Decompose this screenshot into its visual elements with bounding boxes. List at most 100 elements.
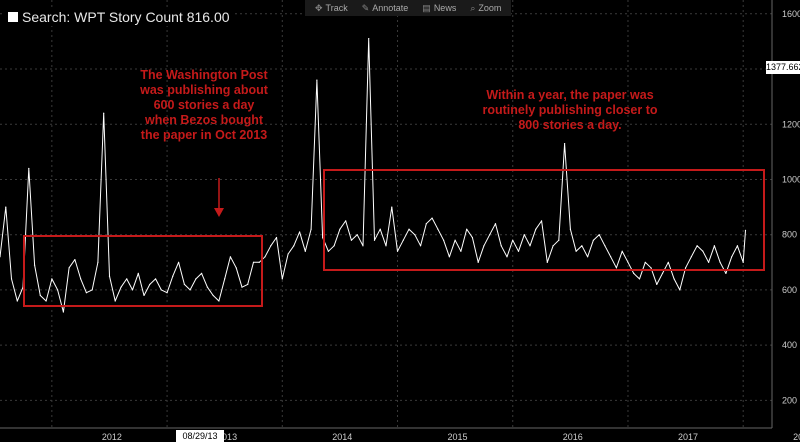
data-point bbox=[275, 236, 278, 239]
annotation-right: Within a year, the paper was routinely p… bbox=[450, 88, 690, 133]
annotate-button[interactable]: ✎ Annotate bbox=[362, 1, 409, 15]
data-point bbox=[206, 286, 209, 288]
data-point bbox=[661, 272, 664, 274]
x-tick-label: 2014 bbox=[332, 432, 352, 442]
annotation-boxes bbox=[23, 169, 765, 307]
data-point bbox=[298, 231, 301, 233]
data-point bbox=[598, 234, 600, 236]
data-point bbox=[166, 292, 168, 294]
y-tick-label: 400 bbox=[782, 340, 797, 350]
data-point bbox=[633, 272, 635, 274]
data-point bbox=[368, 38, 370, 40]
data-point bbox=[708, 261, 710, 263]
data-point bbox=[460, 250, 462, 252]
x-tick-label: 2018 bbox=[793, 432, 800, 442]
data-point bbox=[143, 294, 145, 297]
data-point bbox=[529, 245, 531, 247]
data-point bbox=[702, 250, 704, 252]
data-point bbox=[97, 261, 99, 263]
annotation-box-left bbox=[23, 235, 263, 307]
annotation-left-line: the paper in Oct 2013 bbox=[140, 128, 268, 142]
data-point bbox=[114, 300, 116, 302]
data-point bbox=[540, 220, 543, 222]
data-point bbox=[443, 239, 445, 241]
data-point bbox=[247, 283, 249, 286]
data-point bbox=[177, 261, 180, 263]
data-point bbox=[120, 286, 122, 288]
chart-toolbar: ✥ Track ✎ Annotate ▤ News ⌕ Zoom bbox=[305, 0, 512, 16]
data-point bbox=[437, 228, 439, 230]
x-tick-label: 2012 bbox=[102, 432, 122, 442]
data-point bbox=[74, 258, 76, 261]
data-point bbox=[327, 250, 329, 252]
data-point bbox=[466, 228, 468, 230]
data-point bbox=[604, 245, 606, 247]
annotation-left-line: The Washington Post bbox=[140, 68, 268, 82]
annotation-right-line: 800 stories a day. bbox=[518, 118, 622, 132]
data-point bbox=[10, 278, 13, 280]
annotation-left-line: 600 stories a day bbox=[153, 98, 255, 112]
data-point bbox=[252, 261, 255, 263]
data-point bbox=[512, 239, 514, 241]
zoom-button[interactable]: ⌕ Zoom bbox=[470, 1, 501, 15]
data-point bbox=[396, 250, 399, 252]
data-point bbox=[149, 283, 151, 286]
data-point bbox=[644, 261, 646, 263]
data-point bbox=[610, 256, 612, 258]
data-point bbox=[581, 245, 583, 247]
y-tick-label: 1600 bbox=[782, 9, 800, 19]
news-label: News bbox=[433, 3, 457, 13]
data-point bbox=[713, 245, 715, 247]
data-point bbox=[258, 261, 260, 263]
annotation-left-line: when Bezos bought bbox=[144, 113, 264, 127]
annotate-label: Annotate bbox=[372, 3, 409, 13]
annotation-arrow-head bbox=[214, 208, 224, 217]
data-point bbox=[379, 228, 381, 230]
data-point bbox=[350, 239, 353, 241]
data-point bbox=[742, 261, 744, 263]
data-point bbox=[535, 228, 537, 230]
data-point bbox=[160, 289, 162, 291]
data-point bbox=[627, 261, 629, 263]
data-point bbox=[356, 234, 358, 236]
data-point bbox=[621, 250, 623, 252]
data-point bbox=[736, 245, 739, 247]
data-point bbox=[287, 253, 289, 255]
data-point bbox=[39, 294, 41, 297]
zoom-label: Zoom bbox=[478, 3, 502, 13]
data-point bbox=[391, 206, 393, 208]
data-point bbox=[108, 275, 111, 277]
data-point bbox=[673, 278, 675, 280]
data-point bbox=[489, 234, 491, 236]
data-point bbox=[494, 223, 497, 225]
data-point bbox=[679, 289, 681, 291]
data-point bbox=[281, 278, 283, 280]
pencil-icon: ✎ bbox=[361, 2, 370, 13]
data-point bbox=[483, 245, 485, 247]
data-point bbox=[85, 292, 88, 294]
track-label: Track bbox=[325, 3, 348, 13]
data-point bbox=[172, 275, 174, 277]
x-axis: 2012 2013 2014 2015 2016 2017 2018 bbox=[0, 427, 800, 442]
y-tick-label: 600 bbox=[782, 285, 797, 295]
data-point bbox=[304, 250, 306, 252]
news-button[interactable]: ▤ News bbox=[422, 1, 456, 15]
data-point bbox=[33, 264, 36, 266]
y-tick-label: 1200 bbox=[782, 119, 800, 129]
legend-swatch bbox=[8, 12, 18, 22]
data-point bbox=[725, 272, 727, 274]
track-button[interactable]: ✥ Track bbox=[315, 1, 348, 15]
data-point bbox=[402, 239, 404, 241]
data-point bbox=[546, 261, 548, 263]
data-point bbox=[345, 220, 347, 222]
data-point bbox=[103, 112, 105, 114]
data-point bbox=[322, 236, 324, 239]
series-legend: Search: WPT Story Count 816.00 bbox=[4, 8, 234, 26]
data-point bbox=[270, 245, 272, 247]
data-point bbox=[684, 267, 687, 269]
data-point bbox=[362, 245, 364, 247]
data-point bbox=[154, 278, 157, 280]
data-point bbox=[500, 245, 502, 247]
data-point bbox=[310, 228, 312, 230]
data-point bbox=[339, 228, 341, 230]
